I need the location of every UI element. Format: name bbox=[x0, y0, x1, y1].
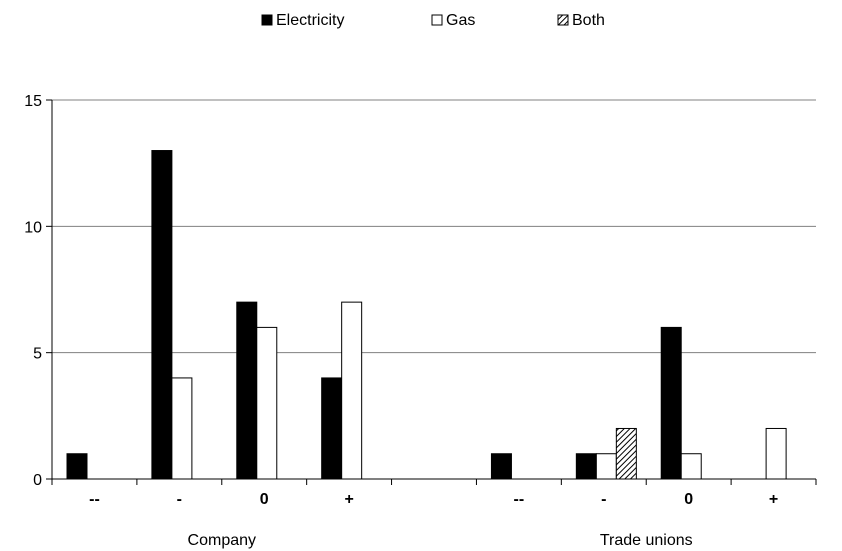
bar-gas-6 bbox=[595, 453, 617, 480]
y-tick-label: 10 bbox=[24, 219, 42, 236]
bars bbox=[66, 150, 787, 480]
bar-gas-1 bbox=[171, 377, 193, 480]
x-category-label: - bbox=[601, 491, 606, 508]
x-category-label: -- bbox=[89, 491, 100, 508]
x-category-label: - bbox=[177, 491, 182, 508]
bar-gas-7 bbox=[680, 453, 702, 480]
x-category-label: + bbox=[769, 491, 778, 508]
legend-swatch-gas bbox=[431, 14, 443, 26]
bar-both-6 bbox=[615, 427, 637, 480]
legend: Electricity Gas Both bbox=[261, 12, 605, 29]
legend-label-both: Both bbox=[572, 12, 605, 29]
legend-swatch-both bbox=[557, 14, 569, 26]
legend-label-gas: Gas bbox=[446, 12, 475, 29]
bar-electricity-0 bbox=[66, 453, 88, 480]
bar-gas-8 bbox=[765, 427, 787, 480]
bar-gas-3 bbox=[341, 301, 363, 480]
axes bbox=[46, 99, 817, 485]
group-label: Trade unions bbox=[600, 532, 693, 549]
bar-electricity-5 bbox=[490, 453, 512, 480]
gridlines bbox=[52, 99, 816, 354]
x-category-label: 0 bbox=[684, 491, 693, 508]
group-label: Company bbox=[188, 532, 256, 549]
legend-swatch-electricity bbox=[261, 14, 273, 26]
y-tick-label: 5 bbox=[33, 346, 42, 363]
x-category-label: -- bbox=[514, 491, 525, 508]
bar-electricity-1 bbox=[151, 150, 173, 480]
bar-electricity-3 bbox=[321, 377, 343, 480]
x-category-label: + bbox=[344, 491, 353, 508]
bar-electricity-7 bbox=[660, 326, 682, 480]
bar-gas-2 bbox=[256, 326, 278, 480]
legend-label-electricity: Electricity bbox=[276, 12, 344, 29]
bar-electricity-2 bbox=[236, 301, 258, 480]
x-category-label: 0 bbox=[260, 491, 269, 508]
y-tick-label: 0 bbox=[33, 472, 42, 489]
bar-electricity-6 bbox=[575, 453, 597, 480]
y-tick-label: 15 bbox=[24, 93, 42, 110]
